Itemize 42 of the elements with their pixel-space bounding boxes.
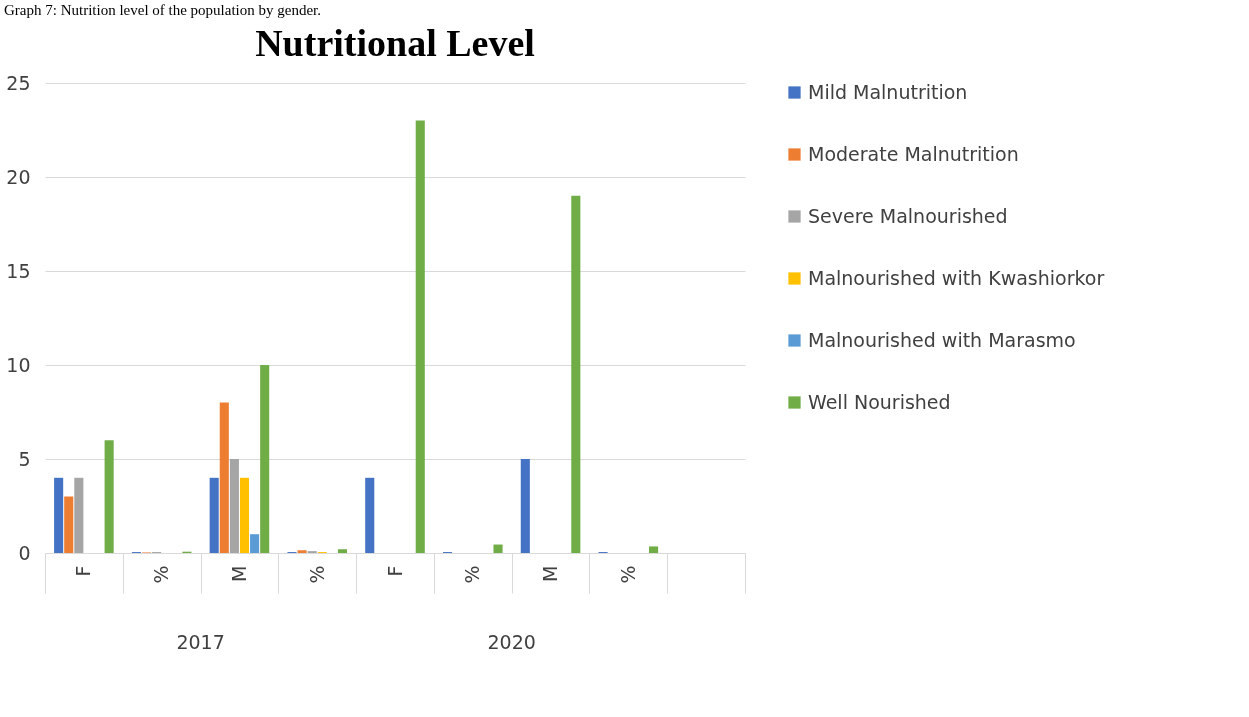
bar	[260, 365, 270, 553]
y-tick-label: 10	[6, 353, 31, 376]
x-tick-label: F	[72, 565, 95, 577]
caption: Graph 7: Nutrition level of the population by gender.	[4, 2, 322, 19]
bar	[54, 477, 64, 553]
legend-label: Well Nourished	[808, 390, 951, 413]
y-tick-label: 15	[6, 259, 31, 282]
bar	[337, 549, 348, 553]
bar	[219, 402, 229, 553]
bar	[493, 544, 503, 553]
bar	[74, 477, 84, 553]
x-tick-label: F	[383, 565, 406, 577]
text: 2017	[176, 631, 225, 653]
bar	[104, 440, 114, 553]
bar	[297, 550, 307, 553]
bar	[415, 120, 425, 553]
x-tick-label: %	[461, 565, 484, 584]
bar	[209, 477, 219, 553]
y-tick-label: 20	[6, 165, 31, 188]
bar	[229, 459, 239, 553]
legend-label: Moderate Malnutrition	[808, 142, 1019, 165]
bar	[250, 534, 260, 553]
x-tick-label: %	[305, 565, 328, 584]
bar	[649, 546, 659, 553]
bar	[520, 459, 530, 553]
bar	[365, 477, 375, 553]
bar	[239, 477, 250, 553]
y-tick-label: 0	[18, 541, 31, 564]
x-tick-label: %	[616, 565, 639, 584]
legend-label: Malnourished with Marasmo	[808, 328, 1076, 351]
y-tick-label: 5	[18, 447, 31, 470]
bar	[64, 496, 74, 553]
legend-label: Severe Malnourished	[808, 204, 1008, 227]
x-tick-label: M	[539, 565, 562, 582]
x-tick-label: %	[150, 565, 173, 584]
bar	[571, 195, 581, 553]
text: 2020	[487, 631, 536, 653]
y-tick-label: 25	[6, 71, 31, 94]
legend-label: Mild Malnutrition	[808, 80, 968, 103]
x-tick-label: M	[227, 565, 250, 582]
chart-title: Nutritional Level	[255, 22, 535, 64]
legend-label: Malnourished with Kwashiorkor	[808, 266, 1105, 289]
